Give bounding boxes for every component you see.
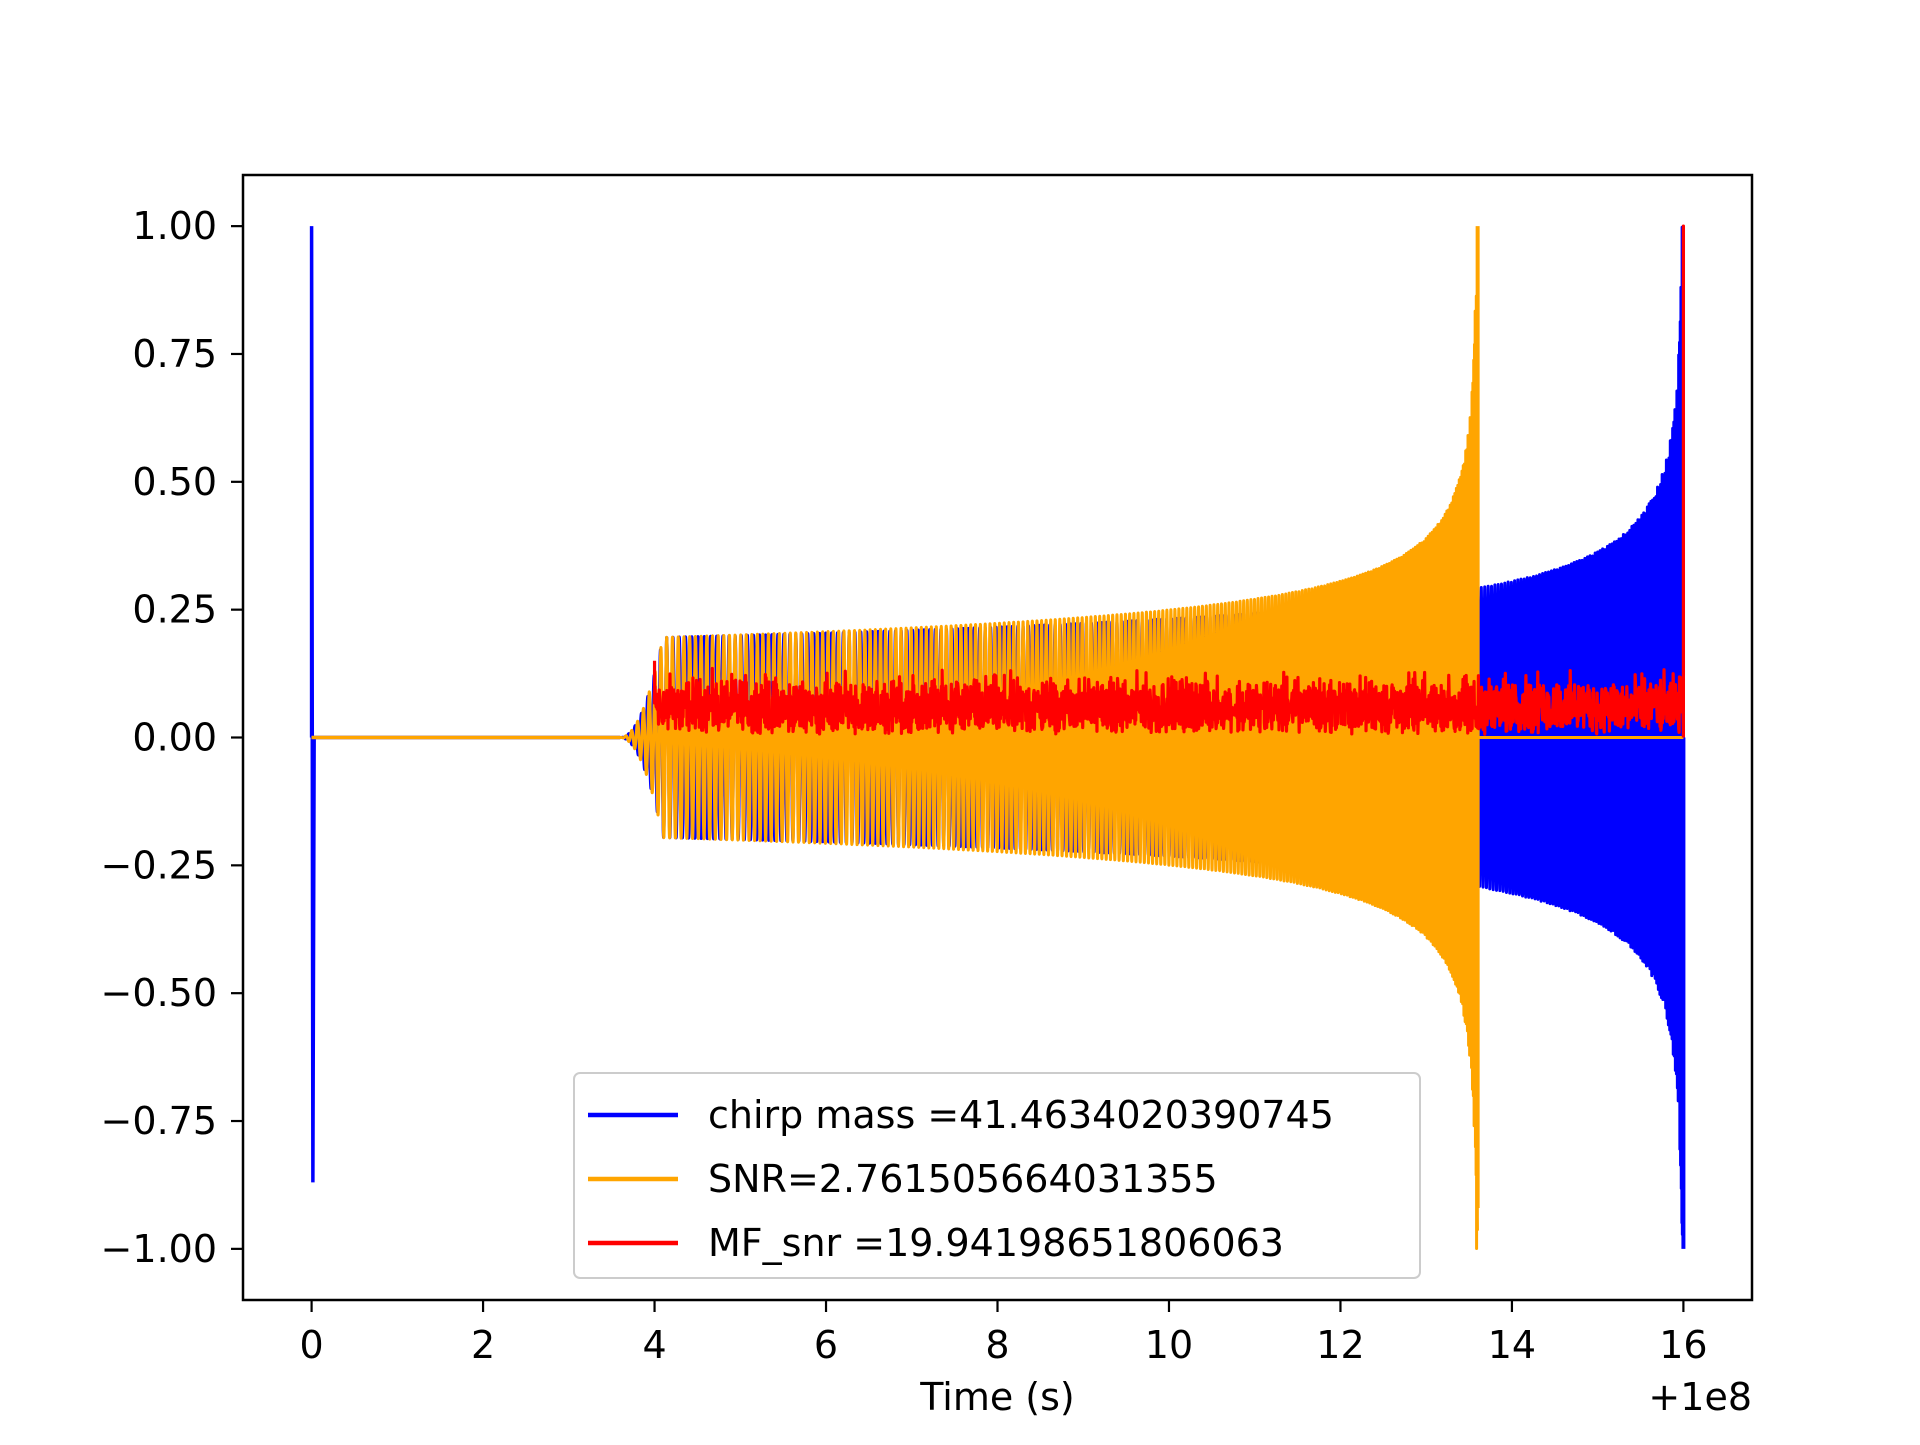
y-tick-label: 0.75	[132, 332, 217, 376]
x-tick-label: 2	[471, 1323, 495, 1367]
legend-box	[573, 1072, 1421, 1279]
x-tick-label: 0	[299, 1323, 323, 1367]
legend-label: chirp mass =41.4634020390745	[708, 1093, 1334, 1137]
legend: chirp mass =41.4634020390745 SNR=2.761505…	[573, 1072, 1421, 1279]
plot-area	[309, 224, 1686, 1250]
mf-snr-line	[652, 224, 1686, 738]
x-axis-offset-text: +1e8	[1648, 1375, 1752, 1419]
series-mf-snr	[652, 224, 1686, 738]
x-axis-label: Time (s)	[919, 1375, 1075, 1419]
ticks: 0 2 4 6 8 10 12 14 16 1.00 0.75 0.50 0.25 0.00 −0.25 −0…	[101, 204, 1708, 1367]
y-tick-label: −0.50	[101, 971, 217, 1015]
x-tick-label: 16	[1659, 1323, 1707, 1367]
x-tick-label: 4	[642, 1323, 666, 1367]
x-tick-label: 6	[814, 1323, 838, 1367]
x-tick-label: 12	[1316, 1323, 1364, 1367]
x-tick-label: 8	[985, 1323, 1009, 1367]
series-group	[309, 224, 1686, 1250]
y-tick-label: 1.00	[132, 204, 217, 248]
snr-line	[311, 294, 1480, 1250]
y-tick-label: 0.25	[132, 588, 217, 632]
y-tick-label: −0.25	[101, 843, 217, 887]
y-tick-label: −0.75	[101, 1099, 217, 1143]
x-tick-label: 10	[1145, 1323, 1193, 1367]
x-tick-label: 14	[1488, 1323, 1536, 1367]
y-tick-label: −1.00	[101, 1227, 217, 1271]
y-tick-label: 0.00	[132, 716, 217, 760]
y-tick-label: 0.50	[132, 460, 217, 504]
legend-label: MF_snr =19.94198651806063	[708, 1221, 1284, 1265]
legend-label: SNR=2.761505664031355	[708, 1157, 1218, 1201]
